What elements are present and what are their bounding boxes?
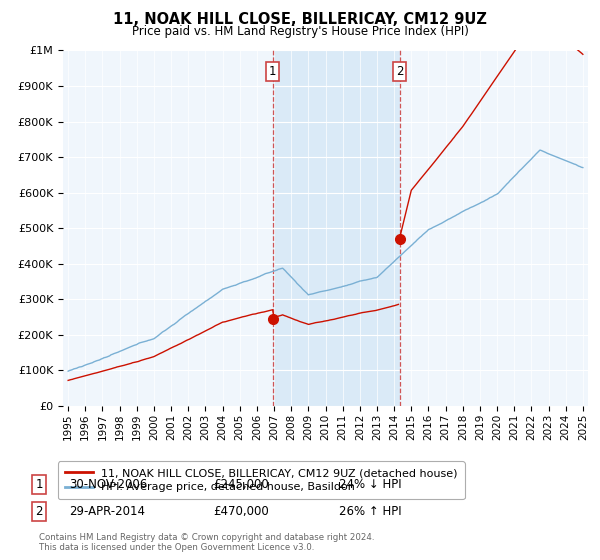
Text: Contains HM Land Registry data © Crown copyright and database right 2024.: Contains HM Land Registry data © Crown c…: [39, 533, 374, 542]
Text: £245,000: £245,000: [213, 478, 269, 491]
Text: 11, NOAK HILL CLOSE, BILLERICAY, CM12 9UZ: 11, NOAK HILL CLOSE, BILLERICAY, CM12 9U…: [113, 12, 487, 27]
Text: 29-APR-2014: 29-APR-2014: [69, 505, 145, 518]
Text: 2: 2: [396, 65, 404, 78]
Text: 2: 2: [35, 505, 43, 518]
Bar: [272, 50, 400, 406]
Text: 30-NOV-2006: 30-NOV-2006: [69, 478, 147, 491]
Text: This data is licensed under the Open Government Licence v3.0.: This data is licensed under the Open Gov…: [39, 543, 314, 552]
Text: £470,000: £470,000: [213, 505, 269, 518]
Text: 1: 1: [35, 478, 43, 491]
Legend: 11, NOAK HILL CLOSE, BILLERICAY, CM12 9UZ (detached house), HPI: Average price, : 11, NOAK HILL CLOSE, BILLERICAY, CM12 9U…: [58, 461, 464, 499]
Text: 24% ↓ HPI: 24% ↓ HPI: [339, 478, 401, 491]
Text: Price paid vs. HM Land Registry's House Price Index (HPI): Price paid vs. HM Land Registry's House …: [131, 25, 469, 38]
Text: 1: 1: [269, 65, 277, 78]
Text: 26% ↑ HPI: 26% ↑ HPI: [339, 505, 401, 518]
